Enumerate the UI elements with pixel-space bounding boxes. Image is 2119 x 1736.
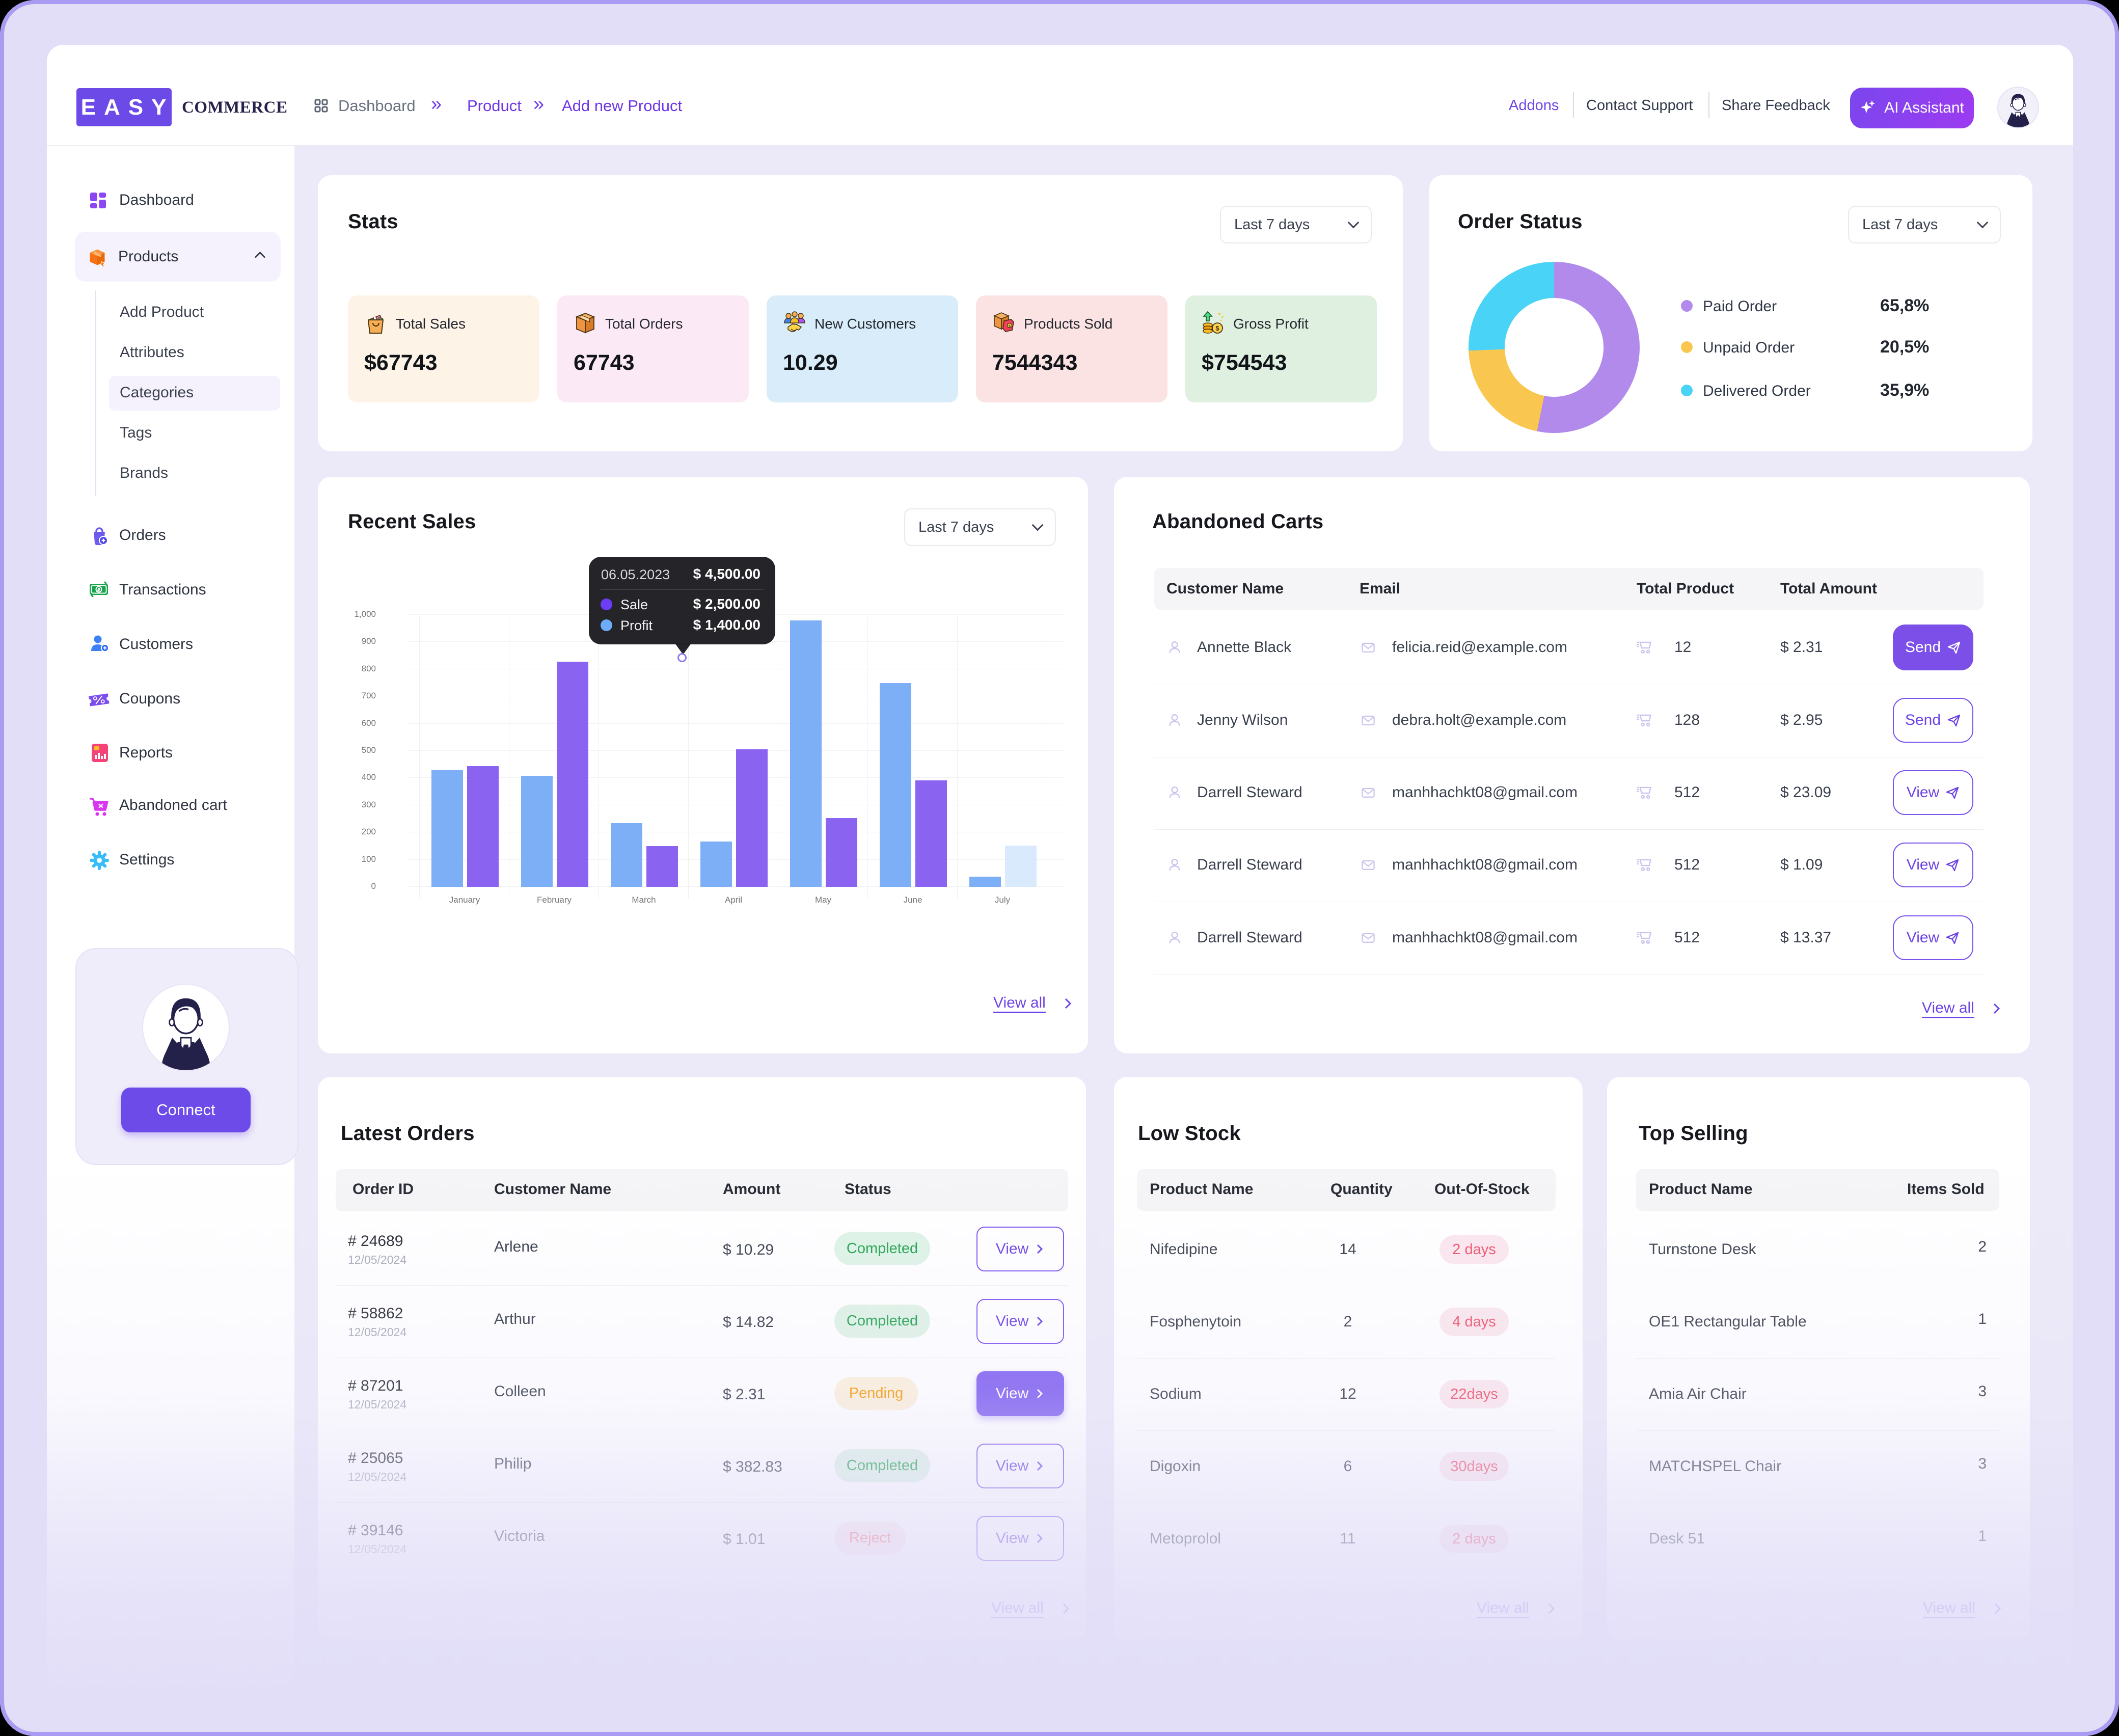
svg-text:$: $: [1215, 324, 1219, 332]
svg-text:$: $: [1009, 324, 1011, 329]
